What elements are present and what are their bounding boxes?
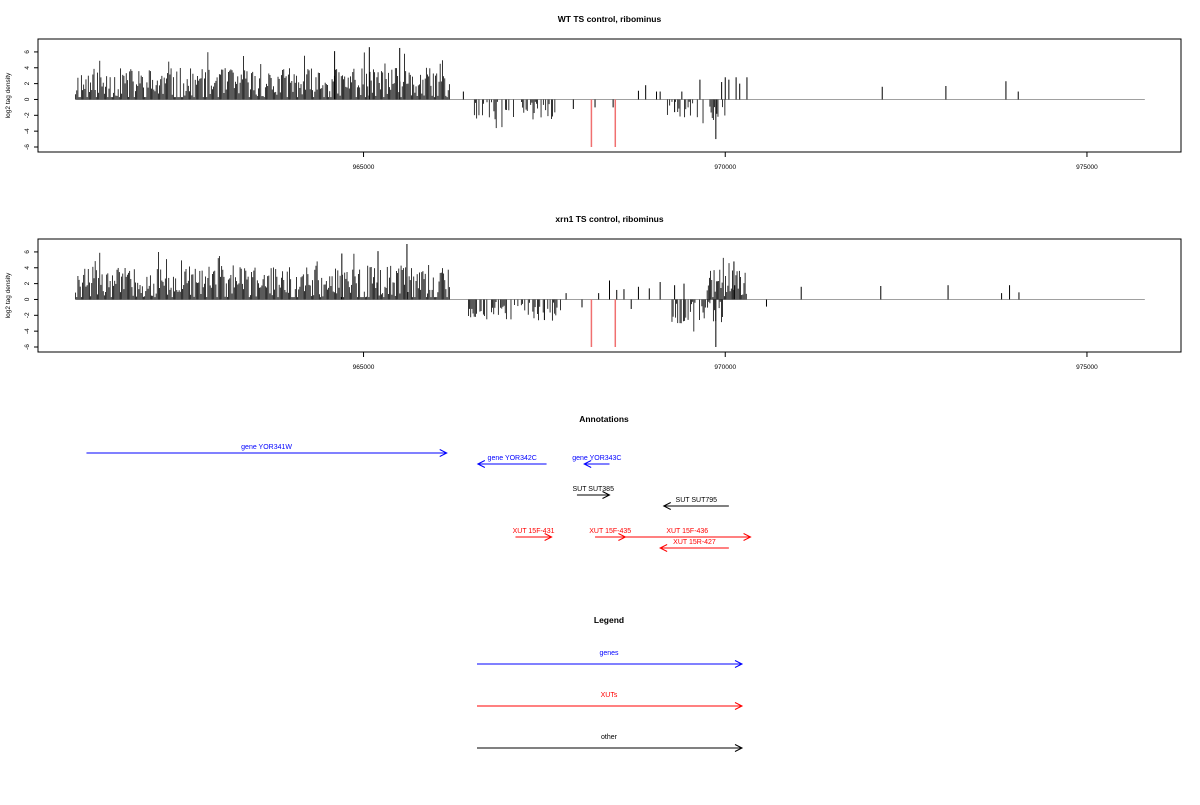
annotation-label: gene YOR342C — [488, 455, 537, 462]
annotation-label: gene YOR343C — [572, 455, 621, 462]
wt-y-tick-label: -4 — [24, 128, 31, 134]
annotation-feature: gene YOR341W — [86, 444, 448, 457]
xrn1-panel: xrn1 TS control, ribominus log2 tag dens… — [5, 214, 1182, 371]
wt-x-tick-label: 970000 — [714, 164, 736, 171]
xrn1-panel-frame — [37, 238, 1182, 353]
xrn1-y-tick-label: 6 — [24, 250, 31, 254]
legend-panel: Legend genes XUTs other — [477, 615, 744, 752]
annotation-features: gene YOR341W gene YOR342C gene YOR343C SUT … — [86, 444, 752, 552]
legend-label: XUTs — [601, 692, 618, 699]
legend-arrow-head — [734, 660, 744, 668]
annotation-feature: XUT 15F-435 — [589, 528, 631, 541]
xrn1-x-tick-label: 970000 — [714, 364, 736, 371]
annotation-arrow-head — [602, 491, 611, 499]
legend-title: Legend — [594, 615, 624, 625]
wt-panel-axes: 6 4 2 0 -2 -4 -6 965000 970000 975000 — [24, 50, 1098, 171]
wt-panel-frame — [37, 38, 1182, 153]
wt-y-tick-label: 6 — [24, 50, 31, 54]
wt-y-tick-label: 0 — [24, 97, 31, 101]
wt-y-tick-label: 2 — [24, 81, 31, 85]
annotation-arrow-head — [659, 544, 668, 552]
legend-items: genes XUTs other — [477, 650, 744, 752]
annotation-feature: XUT 15F-436 — [623, 528, 752, 541]
wt-panel: WT TS control, ribominus log2 tag densit… — [5, 14, 1182, 171]
wt-y-tick-label: 4 — [24, 66, 31, 70]
legend-arrow-head — [734, 702, 744, 710]
wt-panel-title: WT TS control, ribominus — [558, 14, 662, 24]
xrn1-panel-bars — [75, 244, 1145, 347]
annotation-feature: SUT SUT795 — [662, 497, 729, 510]
wt-panel-ylabel: log2 tag density — [5, 72, 12, 118]
xrn1-y-tick-label: 4 — [24, 266, 31, 270]
annotation-arrow-head — [544, 533, 553, 541]
annotation-feature: SUT SUT385 — [572, 486, 614, 499]
legend-item-genes: genes — [477, 650, 744, 668]
annotation-feature: gene YOR343C — [572, 455, 621, 468]
annotation-label: gene YOR341W — [241, 444, 292, 451]
annotation-arrow-head — [743, 533, 752, 541]
xrn1-y-tick-label: -4 — [24, 328, 31, 334]
wt-y-tick-label: -2 — [24, 112, 31, 118]
legend-label: other — [601, 734, 618, 741]
annotation-arrow-head — [439, 449, 448, 457]
legend-arrow-head — [734, 744, 744, 752]
xrn1-y-tick-label: 0 — [24, 297, 31, 301]
annotation-arrow-head — [662, 502, 671, 510]
annotation-arrow-head — [476, 460, 486, 468]
annotation-feature: XUT 15F-431 — [513, 528, 555, 541]
xrn1-panel-ylabel: log2 tag density — [5, 272, 12, 318]
legend-label: genes — [599, 650, 619, 657]
annotations-title: Annotations — [579, 414, 629, 424]
xrn1-y-tick-label: 2 — [24, 281, 31, 285]
annotation-label: SUT SUT385 — [572, 486, 614, 493]
legend-item-other: other — [477, 734, 744, 752]
wt-x-tick-label: 965000 — [353, 164, 375, 171]
annotation-label: XUT 15F-436 — [666, 528, 708, 535]
xrn1-x-tick-label: 965000 — [353, 364, 375, 371]
annotation-arrow-head — [583, 460, 592, 468]
xrn1-y-tick-label: -6 — [24, 344, 31, 350]
annotation-feature: XUT 15R-427 — [659, 539, 729, 552]
wt-y-tick-label: -6 — [24, 144, 31, 150]
annotation-label: XUT 15F-431 — [513, 528, 555, 535]
xrn1-y-tick-label: -2 — [24, 312, 31, 318]
legend-item-XUTs: XUTs — [477, 692, 744, 710]
xrn1-panel-title: xrn1 TS control, ribominus — [555, 214, 663, 224]
annotation-label: XUT 15R-427 — [673, 539, 716, 546]
wt-x-tick-label: 975000 — [1076, 164, 1098, 171]
annotation-feature: gene YOR342C — [476, 455, 547, 468]
annotation-label: XUT 15F-435 — [589, 528, 631, 535]
annotation-label: SUT SUT795 — [676, 497, 718, 504]
xrn1-x-tick-label: 975000 — [1076, 364, 1098, 371]
xrn1-panel-axes: 6 4 2 0 -2 -4 -6 965000 970000 975000 — [24, 250, 1098, 371]
wt-panel-bars — [75, 47, 1145, 147]
